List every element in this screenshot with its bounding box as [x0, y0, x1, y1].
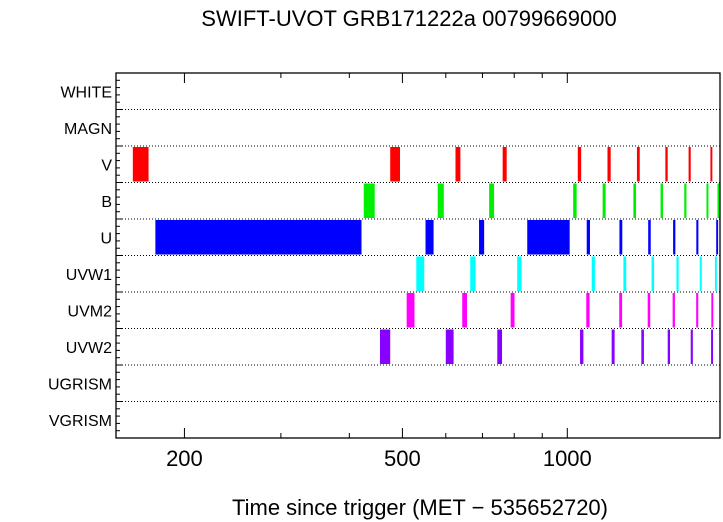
exposure-bar-v-8	[688, 147, 691, 182]
exposure-bar-u-7	[673, 220, 676, 255]
exposure-bar-b-7	[684, 183, 687, 218]
exposure-bar-uvw2-0	[379, 329, 391, 364]
exposure-bar-u-0	[155, 220, 362, 255]
exposure-bar-uvm2-7	[696, 293, 699, 328]
x-tick-label: 200	[166, 446, 203, 471]
exposure-bar-uvw2-1	[445, 329, 454, 364]
row-label-magn: MAGN	[64, 121, 112, 138]
exposure-bar-uvm2-0	[406, 293, 415, 328]
exposure-bar-uvm2-6	[672, 293, 675, 328]
exposure-bar-uvw1-5	[651, 256, 655, 291]
exposure-bar-uvm2-2	[510, 293, 515, 328]
exposure-bar-v-6	[636, 147, 640, 182]
exposure-bar-uvw2-2	[497, 329, 503, 364]
exposure-bar-uvw2-4	[611, 329, 615, 364]
exposure-bar-v-0	[132, 147, 149, 182]
exposure-bar-uvw1-8	[714, 256, 717, 291]
exposure-bar-b-9	[717, 183, 720, 218]
exposure-bar-u-3	[527, 220, 570, 255]
exposure-bar-uvw2-5	[641, 329, 644, 364]
row-label-b: B	[101, 194, 112, 211]
row-label-white: WHITE	[60, 84, 112, 101]
exposure-bar-uvm2-8	[711, 293, 714, 328]
exposure-bar-u-8	[696, 220, 699, 255]
exposure-bar-uvw1-1	[470, 256, 476, 291]
exposure-bar-v-2	[455, 147, 461, 182]
exposure-bar-uvw2-3	[580, 329, 584, 364]
exposure-bar-u-4	[586, 220, 590, 255]
exposure-bar-uvw2-6	[667, 329, 671, 364]
row-label-vgrism: VGRISM	[49, 413, 112, 430]
row-label-ugrism: UGRISM	[48, 376, 112, 393]
chart-title: SWIFT-UVOT GRB171222a 00799669000	[201, 6, 616, 31]
exposure-bar-uvw1-2	[517, 256, 522, 291]
exposure-bar-uvw2-8	[711, 329, 714, 364]
exposure-bar-b-2	[489, 183, 495, 218]
exposure-bar-b-5	[633, 183, 637, 218]
exposure-bar-uvw1-7	[699, 256, 702, 291]
row-label-uvw1: UVW1	[66, 267, 112, 284]
exposure-bar-uvw1-6	[676, 256, 679, 291]
row-label-uvm2: UVM2	[68, 303, 113, 320]
exposure-bar-v-9	[710, 147, 713, 182]
exposure-bar-b-1	[437, 183, 444, 218]
row-separators: WHITE MAGN V B U UVW1 UVM2 UVW2 UGRISM VGRISM	[48, 84, 720, 430]
x-tick-label: 500	[384, 446, 421, 471]
x-tick-label: 1000	[543, 446, 592, 471]
exposure-bar-b-8	[706, 183, 709, 218]
exposure-bar-v-5	[607, 147, 611, 182]
plot-frame	[115, 72, 721, 439]
exposure-bar-v-7	[665, 147, 668, 182]
exposure-bar-b-3	[573, 183, 577, 218]
exposure-bar-u-9	[716, 220, 719, 255]
exposure-bar-uvw2-7	[690, 329, 693, 364]
exposure-bar-uvw1-0	[416, 256, 425, 291]
row-label-v: V	[101, 157, 112, 174]
row-label-u: U	[100, 230, 112, 247]
exposure-bar-uvm2-4	[619, 293, 623, 328]
exposure-bar-v-4	[577, 147, 582, 182]
exposure-bar-u-2	[479, 220, 485, 255]
axes: 200 500 1000	[116, 73, 592, 471]
exposure-bar-u-5	[619, 220, 623, 255]
exposure-bar-uvw1-4	[623, 256, 627, 291]
exposure-bar-uvm2-5	[647, 293, 651, 328]
exposure-bar-b-0	[363, 183, 375, 218]
exposure-bar-uvw1-3	[591, 256, 595, 291]
exposure-bar-uvm2-3	[586, 293, 590, 328]
exposure-bars	[132, 147, 720, 364]
exposure-bar-b-6	[660, 183, 663, 218]
exposure-bar-b-4	[602, 183, 606, 218]
exposure-bar-uvm2-1	[462, 293, 468, 328]
exposure-bar-v-3	[502, 147, 507, 182]
exposure-bar-u-6	[648, 220, 651, 255]
exposure-bar-v-1	[390, 147, 401, 182]
row-label-uvw2: UVW2	[66, 340, 112, 357]
exposure-bar-u-1	[425, 220, 434, 255]
x-axis-label: Time since trigger (MET − 535652720)	[232, 495, 608, 520]
